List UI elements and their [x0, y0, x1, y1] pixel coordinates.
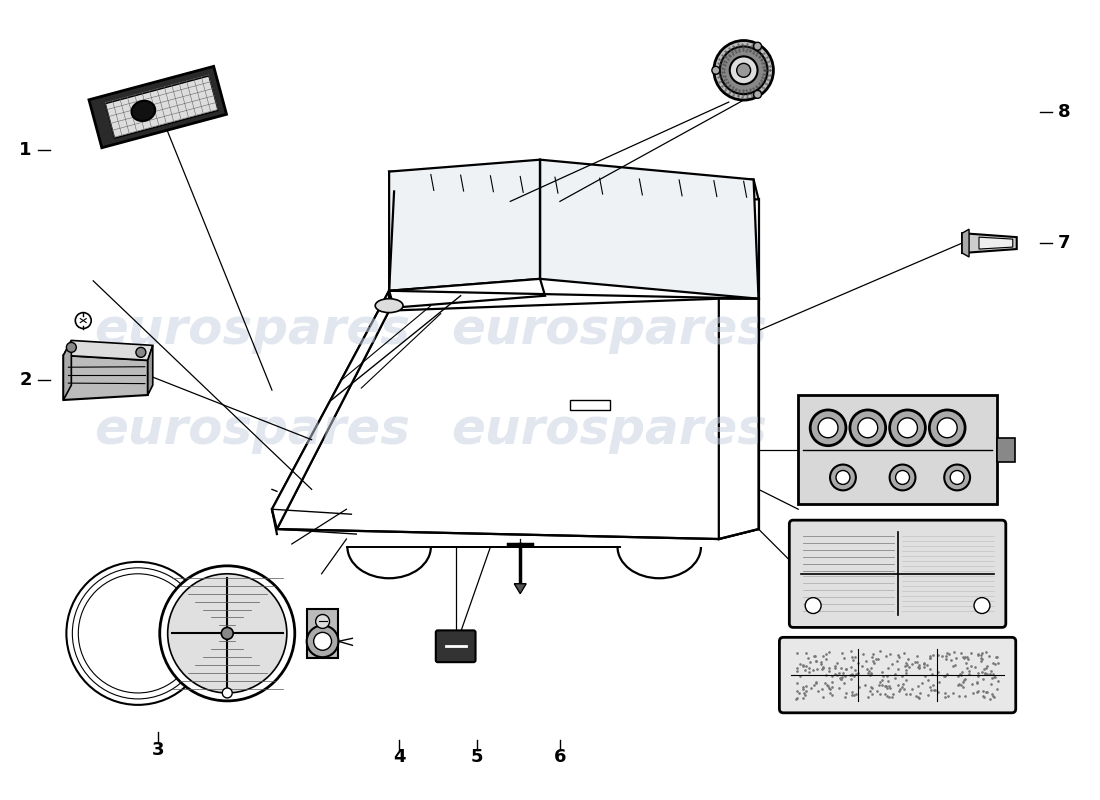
Polygon shape — [979, 237, 1013, 249]
Bar — [799, 395, 997, 504]
Circle shape — [950, 470, 964, 485]
Circle shape — [850, 410, 886, 446]
Bar — [570, 400, 609, 410]
Circle shape — [974, 598, 990, 614]
Circle shape — [890, 410, 925, 446]
Polygon shape — [64, 355, 147, 400]
Polygon shape — [272, 290, 389, 529]
Circle shape — [75, 313, 91, 329]
Circle shape — [818, 418, 838, 438]
Circle shape — [898, 418, 917, 438]
Ellipse shape — [375, 298, 403, 313]
FancyBboxPatch shape — [436, 630, 475, 662]
Circle shape — [754, 90, 761, 98]
Circle shape — [307, 626, 339, 658]
Circle shape — [930, 410, 965, 446]
Polygon shape — [389, 171, 759, 199]
Polygon shape — [106, 76, 218, 138]
Polygon shape — [540, 160, 759, 298]
Text: 8: 8 — [1058, 103, 1070, 121]
Polygon shape — [389, 279, 544, 308]
Polygon shape — [962, 229, 969, 257]
Circle shape — [858, 418, 878, 438]
Circle shape — [895, 470, 910, 485]
Polygon shape — [272, 290, 389, 529]
Polygon shape — [718, 298, 759, 539]
Circle shape — [167, 574, 287, 693]
Polygon shape — [389, 160, 540, 290]
FancyBboxPatch shape — [790, 520, 1005, 627]
Circle shape — [830, 465, 856, 490]
Text: 5: 5 — [471, 749, 483, 766]
Polygon shape — [147, 346, 153, 395]
Circle shape — [714, 41, 773, 100]
Circle shape — [66, 342, 76, 352]
Text: 7: 7 — [1058, 234, 1070, 252]
Text: 2: 2 — [20, 371, 32, 389]
Polygon shape — [962, 233, 1016, 253]
Polygon shape — [515, 584, 526, 594]
Circle shape — [737, 63, 750, 78]
Text: eurospares: eurospares — [95, 406, 410, 454]
Text: 3: 3 — [152, 741, 164, 758]
Circle shape — [729, 57, 758, 84]
Polygon shape — [64, 341, 153, 360]
Bar — [997, 438, 1014, 462]
Circle shape — [316, 614, 330, 629]
Circle shape — [811, 410, 846, 446]
Circle shape — [754, 42, 761, 50]
Circle shape — [222, 688, 232, 698]
Circle shape — [314, 632, 331, 650]
Circle shape — [719, 46, 768, 94]
Circle shape — [712, 66, 719, 74]
Circle shape — [836, 470, 850, 485]
Text: eurospares: eurospares — [452, 406, 768, 454]
Circle shape — [136, 347, 146, 358]
Text: eurospares: eurospares — [452, 306, 768, 354]
Text: 1: 1 — [20, 141, 32, 158]
Text: eurospares: eurospares — [95, 306, 410, 354]
Text: 6: 6 — [553, 749, 566, 766]
Circle shape — [160, 566, 295, 701]
Circle shape — [944, 465, 970, 490]
FancyBboxPatch shape — [780, 638, 1015, 713]
Circle shape — [890, 465, 915, 490]
Circle shape — [805, 598, 821, 614]
Circle shape — [221, 627, 233, 639]
Bar — [307, 609, 339, 658]
Polygon shape — [277, 290, 759, 539]
Polygon shape — [89, 66, 227, 148]
Ellipse shape — [132, 101, 155, 121]
Polygon shape — [64, 341, 72, 400]
Text: 4: 4 — [393, 749, 405, 766]
Circle shape — [937, 418, 957, 438]
